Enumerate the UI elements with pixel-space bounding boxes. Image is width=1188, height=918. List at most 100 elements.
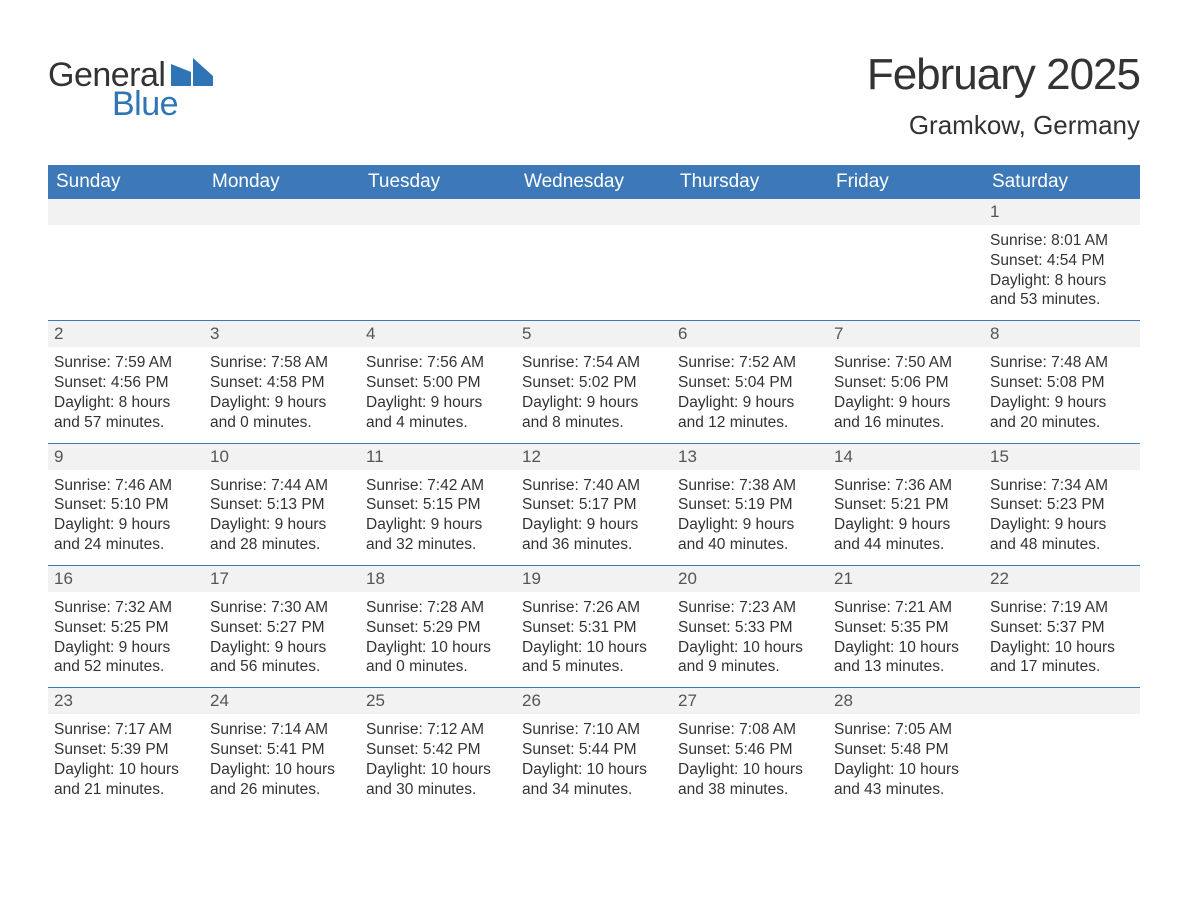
sunrise-line: Sunrise: 7:59 AM [54, 353, 198, 373]
calendar-day: 22Sunrise: 7:19 AMSunset: 5:37 PMDayligh… [984, 566, 1140, 687]
day-body: Sunrise: 7:50 AMSunset: 5:06 PMDaylight:… [828, 347, 984, 442]
sunset-line: Sunset: 5:39 PM [54, 740, 198, 760]
daylight-line: Daylight: 9 hours [54, 638, 198, 658]
daylight-line: Daylight: 9 hours [678, 515, 822, 535]
sunrise-line: Sunrise: 7:14 AM [210, 720, 354, 740]
calendar-day: 2Sunrise: 7:59 AMSunset: 4:56 PMDaylight… [48, 321, 204, 442]
calendar-day: 4Sunrise: 7:56 AMSunset: 5:00 PMDaylight… [360, 321, 516, 442]
sunset-line: Sunset: 5:08 PM [990, 373, 1134, 393]
day-number: 18 [360, 566, 516, 592]
sunset-line: Sunset: 5:06 PM [834, 373, 978, 393]
daylight-line: Daylight: 10 hours [678, 760, 822, 780]
day-number: 27 [672, 688, 828, 714]
day-body: Sunrise: 7:26 AMSunset: 5:31 PMDaylight:… [516, 592, 672, 687]
day-number: 4 [360, 321, 516, 347]
day-body: Sunrise: 7:46 AMSunset: 5:10 PMDaylight:… [48, 470, 204, 565]
day-number: 3 [204, 321, 360, 347]
daylight-line: and 8 minutes. [522, 413, 666, 433]
page-header: General Blue February 2025 Gramkow, Germ… [48, 50, 1140, 141]
title-block: February 2025 Gramkow, Germany [867, 50, 1140, 141]
calendar-week: 23Sunrise: 7:17 AMSunset: 5:39 PMDayligh… [48, 687, 1140, 809]
day-body: Sunrise: 7:10 AMSunset: 5:44 PMDaylight:… [516, 714, 672, 809]
day-number: 19 [516, 566, 672, 592]
day-body: Sunrise: 7:59 AMSunset: 4:56 PMDaylight:… [48, 347, 204, 442]
daylight-line: and 26 minutes. [210, 780, 354, 800]
day-body: Sunrise: 8:01 AMSunset: 4:54 PMDaylight:… [984, 225, 1140, 320]
daylight-line: Daylight: 9 hours [834, 393, 978, 413]
sunrise-line: Sunrise: 7:42 AM [366, 476, 510, 496]
daylight-line: and 4 minutes. [366, 413, 510, 433]
sunrise-line: Sunrise: 7:44 AM [210, 476, 354, 496]
daylight-line: and 48 minutes. [990, 535, 1134, 555]
daylight-line: Daylight: 9 hours [834, 515, 978, 535]
sunset-line: Sunset: 5:33 PM [678, 618, 822, 638]
day-body: Sunrise: 7:36 AMSunset: 5:21 PMDaylight:… [828, 470, 984, 565]
daylight-line: Daylight: 9 hours [522, 393, 666, 413]
daylight-line: and 0 minutes. [366, 657, 510, 677]
sunset-line: Sunset: 5:25 PM [54, 618, 198, 638]
daylight-line: and 43 minutes. [834, 780, 978, 800]
day-body: Sunrise: 7:19 AMSunset: 5:37 PMDaylight:… [984, 592, 1140, 687]
day-number: 8 [984, 321, 1140, 347]
daylight-line: and 36 minutes. [522, 535, 666, 555]
day-body: Sunrise: 7:54 AMSunset: 5:02 PMDaylight:… [516, 347, 672, 442]
daylight-line: and 12 minutes. [678, 413, 822, 433]
daylight-line: Daylight: 9 hours [522, 515, 666, 535]
sunrise-line: Sunrise: 7:05 AM [834, 720, 978, 740]
day-body: Sunrise: 7:48 AMSunset: 5:08 PMDaylight:… [984, 347, 1140, 442]
sunrise-line: Sunrise: 7:26 AM [522, 598, 666, 618]
sunrise-line: Sunrise: 7:21 AM [834, 598, 978, 618]
day-number [48, 199, 204, 225]
calendar-day: 3Sunrise: 7:58 AMSunset: 4:58 PMDaylight… [204, 321, 360, 442]
calendar-day: 16Sunrise: 7:32 AMSunset: 5:25 PMDayligh… [48, 566, 204, 687]
calendar-day: 23Sunrise: 7:17 AMSunset: 5:39 PMDayligh… [48, 688, 204, 809]
calendar-day: 18Sunrise: 7:28 AMSunset: 5:29 PMDayligh… [360, 566, 516, 687]
day-body: Sunrise: 7:44 AMSunset: 5:13 PMDaylight:… [204, 470, 360, 565]
day-body [48, 225, 204, 241]
day-header-sunday: Sunday [48, 165, 204, 199]
day-body: Sunrise: 7:17 AMSunset: 5:39 PMDaylight:… [48, 714, 204, 809]
calendar-page: General Blue February 2025 Gramkow, Germ… [0, 0, 1188, 810]
daylight-line: and 44 minutes. [834, 535, 978, 555]
day-body [360, 225, 516, 241]
day-header-saturday: Saturday [984, 165, 1140, 199]
sunset-line: Sunset: 5:29 PM [366, 618, 510, 638]
calendar-day: 12Sunrise: 7:40 AMSunset: 5:17 PMDayligh… [516, 444, 672, 565]
sunset-line: Sunset: 5:41 PM [210, 740, 354, 760]
sunset-line: Sunset: 5:27 PM [210, 618, 354, 638]
day-number [204, 199, 360, 225]
day-body: Sunrise: 7:08 AMSunset: 5:46 PMDaylight:… [672, 714, 828, 809]
day-number: 10 [204, 444, 360, 470]
day-number: 13 [672, 444, 828, 470]
sunrise-line: Sunrise: 7:40 AM [522, 476, 666, 496]
sunset-line: Sunset: 5:31 PM [522, 618, 666, 638]
sunset-line: Sunset: 5:19 PM [678, 495, 822, 515]
daylight-line: and 53 minutes. [990, 290, 1134, 310]
calendar-day: 26Sunrise: 7:10 AMSunset: 5:44 PMDayligh… [516, 688, 672, 809]
daylight-line: Daylight: 8 hours [54, 393, 198, 413]
sunset-line: Sunset: 5:13 PM [210, 495, 354, 515]
day-number: 1 [984, 199, 1140, 225]
day-number: 15 [984, 444, 1140, 470]
calendar-week: 2Sunrise: 7:59 AMSunset: 4:56 PMDaylight… [48, 320, 1140, 442]
day-number: 9 [48, 444, 204, 470]
daylight-line: and 16 minutes. [834, 413, 978, 433]
day-number: 17 [204, 566, 360, 592]
daylight-line: Daylight: 9 hours [210, 515, 354, 535]
month-title: February 2025 [867, 50, 1140, 100]
day-number: 2 [48, 321, 204, 347]
day-header-friday: Friday [828, 165, 984, 199]
calendar-day-empty [516, 199, 672, 320]
sunrise-line: Sunrise: 7:54 AM [522, 353, 666, 373]
day-number: 16 [48, 566, 204, 592]
sunrise-line: Sunrise: 7:08 AM [678, 720, 822, 740]
daylight-line: Daylight: 10 hours [834, 638, 978, 658]
sunrise-line: Sunrise: 7:48 AM [990, 353, 1134, 373]
daylight-line: and 17 minutes. [990, 657, 1134, 677]
day-body: Sunrise: 7:28 AMSunset: 5:29 PMDaylight:… [360, 592, 516, 687]
sunset-line: Sunset: 5:46 PM [678, 740, 822, 760]
daylight-line: and 28 minutes. [210, 535, 354, 555]
day-header-row: Sunday Monday Tuesday Wednesday Thursday… [48, 165, 1140, 199]
calendar-day: 17Sunrise: 7:30 AMSunset: 5:27 PMDayligh… [204, 566, 360, 687]
sunrise-line: Sunrise: 7:58 AM [210, 353, 354, 373]
